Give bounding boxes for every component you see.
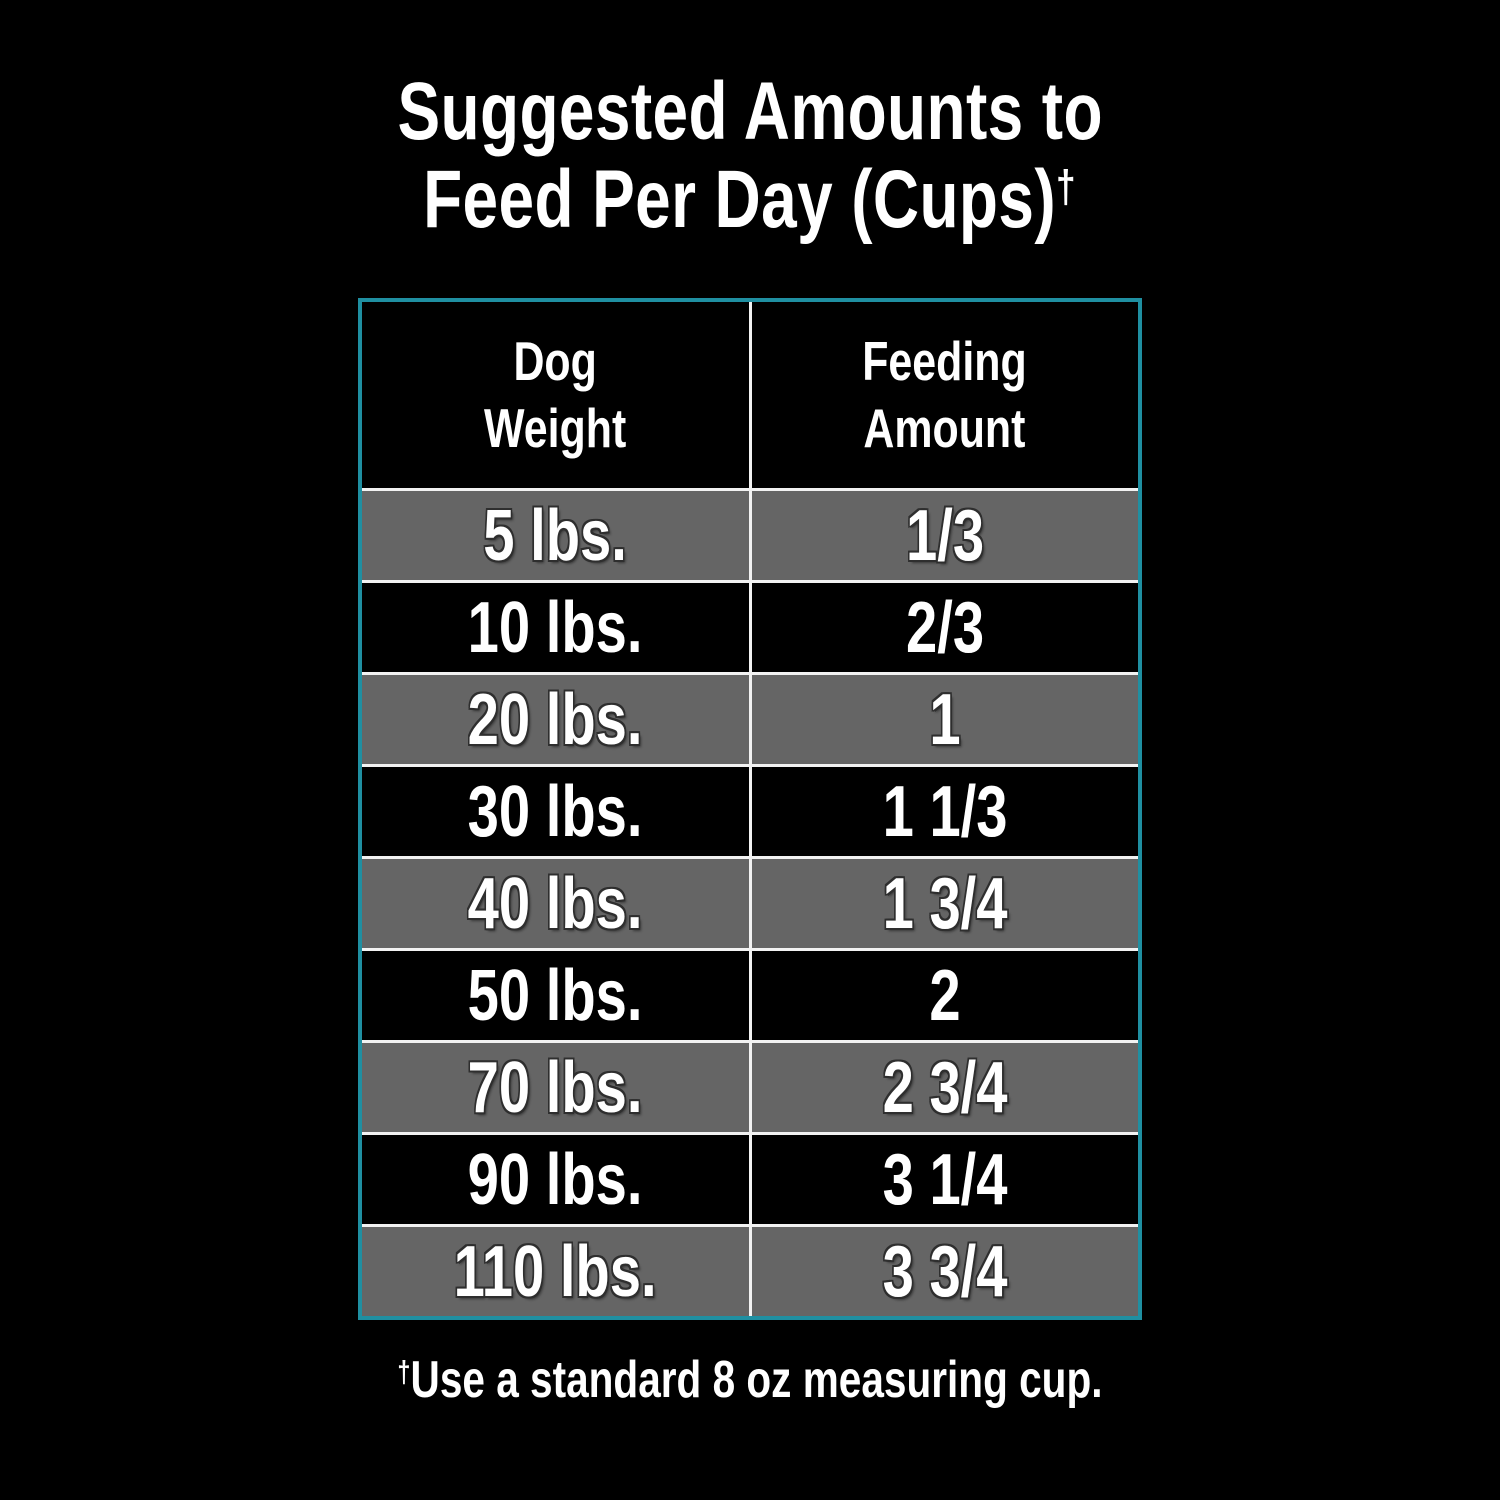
title-line-1: Suggested Amounts to bbox=[397, 66, 1103, 157]
weight-cell: 110 lbs. bbox=[453, 1231, 657, 1312]
weight-cell: 40 lbs. bbox=[467, 863, 643, 944]
amount-cell: 2 bbox=[748, 951, 1139, 1040]
header-feeding-amount-line1: Feeding bbox=[862, 329, 1027, 392]
table-row: 40 lbs. 1 3/4 bbox=[362, 856, 1138, 948]
weight-cell: 10 lbs. bbox=[467, 587, 643, 668]
title-dagger: † bbox=[1056, 160, 1077, 212]
title-line-2: Feed Per Day (Cups)† bbox=[423, 153, 1077, 245]
table-row: 20 lbs. 1 bbox=[362, 672, 1138, 764]
table-body: 5 lbs. 1/3 10 lbs. 2/3 20 lbs. 1 bbox=[362, 488, 1138, 1316]
weight-cell: 20 lbs. bbox=[467, 679, 643, 760]
header-dog-weight-line1: Dog bbox=[513, 329, 597, 392]
amount-cell: 3 3/4 bbox=[748, 1227, 1139, 1316]
footnote: †Use a standard 8 oz measuring cup. bbox=[0, 1351, 1500, 1409]
header-cell-dog-weight: Dog Weight bbox=[362, 302, 749, 488]
weight-cell: 5 lbs. bbox=[483, 495, 628, 576]
footnote-dagger: † bbox=[397, 1355, 411, 1389]
amount-cell: 1/3 bbox=[748, 491, 1139, 580]
table-row: 30 lbs. 1 1/3 bbox=[362, 764, 1138, 856]
header-cell-feeding-amount: Feeding Amount bbox=[748, 302, 1139, 488]
weight-cell: 30 lbs. bbox=[467, 771, 643, 852]
footnote-text: Use a standard 8 oz measuring cup. bbox=[410, 1351, 1103, 1409]
table-row: 70 lbs. 2 3/4 bbox=[362, 1040, 1138, 1132]
table-row: 110 lbs. 3 3/4 bbox=[362, 1224, 1138, 1316]
amount-cell: 1 3/4 bbox=[748, 859, 1139, 948]
amount-cell: 1 1/3 bbox=[748, 767, 1139, 856]
table-row: 10 lbs. 2/3 bbox=[362, 580, 1138, 672]
amount-cell: 2 3/4 bbox=[748, 1043, 1139, 1132]
table-row: 90 lbs. 3 1/4 bbox=[362, 1132, 1138, 1224]
header-dog-weight-line2: Weight bbox=[484, 397, 627, 459]
table-row: 50 lbs. 2 bbox=[362, 948, 1138, 1040]
page-title: Suggested Amounts to Feed Per Day (Cups)… bbox=[0, 68, 1500, 243]
amount-cell: 1 bbox=[748, 675, 1139, 764]
table-row: 5 lbs. 1/3 bbox=[362, 488, 1138, 580]
weight-cell: 90 lbs. bbox=[467, 1139, 643, 1220]
header-feeding-amount-line2: Amount bbox=[863, 397, 1026, 459]
feeding-table: Dog Weight Feeding Amount 5 lbs. 1/3 bbox=[358, 298, 1142, 1320]
amount-cell: 3 1/4 bbox=[748, 1135, 1139, 1224]
table-header-row: Dog Weight Feeding Amount bbox=[362, 302, 1138, 488]
weight-cell: 50 lbs. bbox=[467, 955, 643, 1036]
weight-cell: 70 lbs. bbox=[467, 1047, 643, 1128]
amount-cell: 2/3 bbox=[748, 583, 1139, 672]
